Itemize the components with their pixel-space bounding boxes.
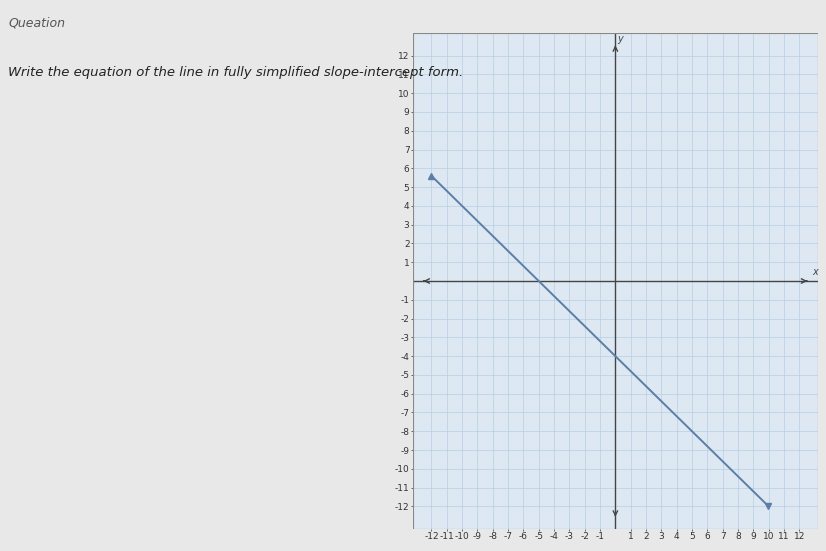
Text: Queation: Queation (8, 17, 65, 30)
Text: y: y (617, 34, 623, 44)
Text: Write the equation of the line in fully simplified slope-intercept form.: Write the equation of the line in fully … (8, 66, 463, 79)
Text: x: x (812, 267, 818, 277)
